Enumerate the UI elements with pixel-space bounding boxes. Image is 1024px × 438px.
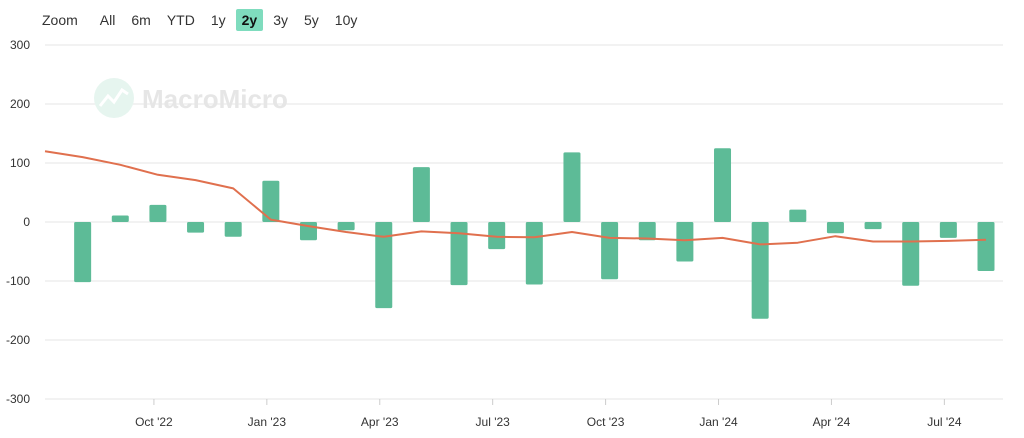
bar[interactable] [826,222,844,234]
watermark-logo-icon [94,78,134,118]
y-tick-label: 300 [10,38,30,52]
range-10y-button[interactable]: 10y [334,12,358,28]
bar[interactable] [601,222,619,280]
bar[interactable] [111,215,129,222]
zoom-label: Zoom [42,12,78,28]
watermark-chart-icon [98,87,129,107]
bar[interactable] [74,222,92,283]
range-2y-button[interactable]: 2y [235,9,264,31]
range-5y-button[interactable]: 5y [303,12,319,28]
x-tick-label: Apr '24 [813,415,851,429]
y-tick-label: 200 [10,97,30,111]
y-tick-label: 0 [23,215,30,229]
range-3y-button[interactable]: 3y [273,12,288,28]
bar[interactable] [751,222,769,319]
bar-series [74,148,995,319]
range-ytd-button[interactable]: YTD [166,12,195,28]
bar[interactable] [224,222,242,237]
x-tick-label: Jan '24 [699,415,738,429]
y-tick-label: -300 [6,392,30,406]
x-tick-label: Oct '22 [135,415,173,429]
x-tick-label: Jul '23 [476,415,511,429]
line-series [44,150,987,246]
bar[interactable] [977,222,995,271]
x-tick-label: Jan '23 [248,415,287,429]
grid [45,44,1003,400]
bar[interactable] [714,148,732,222]
range-selector: Zoom All 6m YTD 1y 2y 3y 5y 10y [38,8,367,32]
bar[interactable] [149,204,167,222]
range-1y-button[interactable]: 1y [210,12,226,28]
bar[interactable] [337,222,355,231]
x-tick-label: Apr '23 [361,415,399,429]
watermark: MacroMicro [94,78,288,118]
x-tick-label: Jul '24 [927,415,962,429]
y-axis: 300 200 100 0 -100 -200 -300 [6,38,30,406]
watermark-text: MacroMicro [142,84,288,114]
bar[interactable] [375,222,393,309]
range-6m-button[interactable]: 6m [131,12,151,28]
bar[interactable] [902,222,920,286]
bar[interactable] [525,222,543,285]
line-series-path[interactable] [44,150,987,246]
bar[interactable] [864,222,882,230]
bar[interactable] [488,222,506,250]
x-axis: Oct '22 Jan '23 Apr '23 Jul '23 Oct '23 Jan '… [135,399,962,429]
bar[interactable] [563,152,581,222]
bar[interactable] [939,222,957,238]
bar[interactable] [676,222,694,262]
y-tick-label: 100 [10,156,30,170]
bar[interactable] [789,209,807,222]
x-tick-label: Oct '23 [587,415,625,429]
bar[interactable] [412,167,430,222]
y-tick-label: -100 [6,274,30,288]
range-all-button[interactable]: All [99,12,116,28]
bar[interactable] [262,180,280,222]
y-tick-label: -200 [6,333,30,347]
bar[interactable] [187,222,205,233]
bar[interactable] [450,222,468,286]
bar[interactable] [638,222,656,241]
